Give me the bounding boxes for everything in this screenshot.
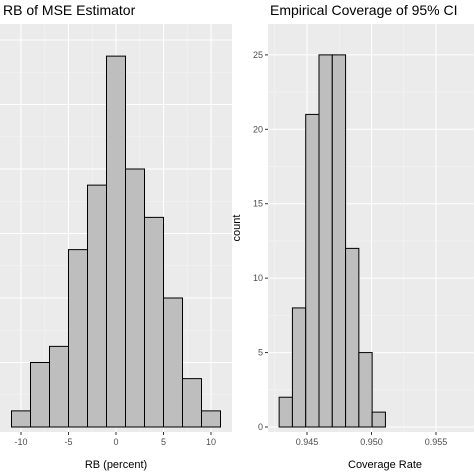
left-chart: RB of MSE Estimator -10 -5 0 5 10 RB (percen…: [0, 2, 232, 471]
histogram-bar: [318, 54, 333, 428]
x-tick-label: 0: [113, 437, 118, 447]
histogram-bar: [11, 410, 31, 428]
x-tick-label: 10: [206, 437, 216, 447]
histogram-bar: [358, 352, 373, 428]
histogram-bar: [106, 55, 126, 428]
right-x-axis-title: Coverage Rate: [348, 459, 422, 471]
histogram-bar: [305, 113, 320, 428]
right-x-axis: 0.945 0.950 0.955: [296, 432, 448, 447]
left-chart-title: RB of MSE Estimator: [3, 2, 136, 18]
x-tick-label: 0.955: [425, 437, 448, 447]
histogram-bar: [201, 410, 221, 428]
histogram-bar: [125, 168, 145, 428]
histogram-bar: [87, 184, 107, 428]
histogram-bar: [331, 54, 347, 428]
y-tick-label: 5: [258, 348, 263, 358]
right-bars: [278, 54, 386, 428]
histogram-bar: [144, 216, 164, 428]
histogram-bar: [291, 307, 307, 428]
histogram-bar: [49, 345, 69, 428]
x-tick-label: 0.950: [360, 437, 383, 447]
right-y-axis-title: count: [231, 215, 243, 242]
right-chart: Empirical Coverage of 95% CI 0510152025 …: [231, 2, 474, 471]
histogram-bar: [68, 249, 88, 428]
y-tick-label: 25: [253, 50, 263, 60]
right-y-axis: 0 5 10 15 20 25: [253, 50, 268, 432]
histogram-bar: [182, 378, 202, 428]
y-tick-label: 20: [253, 124, 263, 134]
left-x-axis-title: RB (percent): [85, 459, 147, 471]
x-tick-label: -10: [14, 437, 27, 447]
histogram-bar: [371, 411, 386, 428]
left-bars: [11, 55, 221, 428]
histogram-bar: [278, 396, 293, 428]
right-chart-title: Empirical Coverage of 95% CI: [270, 2, 458, 18]
x-tick-label: 5: [161, 437, 166, 447]
left-x-axis: -10 -5 0 5 10: [14, 432, 216, 447]
histogram-bar: [163, 297, 183, 428]
histogram-bar: [345, 247, 360, 428]
y-tick-label: 10: [253, 273, 263, 283]
y-tick-label: 0: [258, 422, 263, 432]
x-tick-label: 0.945: [296, 437, 319, 447]
histogram-bar: [30, 362, 50, 428]
x-tick-label: -5: [64, 437, 72, 447]
y-tick-label: 15: [253, 199, 263, 209]
